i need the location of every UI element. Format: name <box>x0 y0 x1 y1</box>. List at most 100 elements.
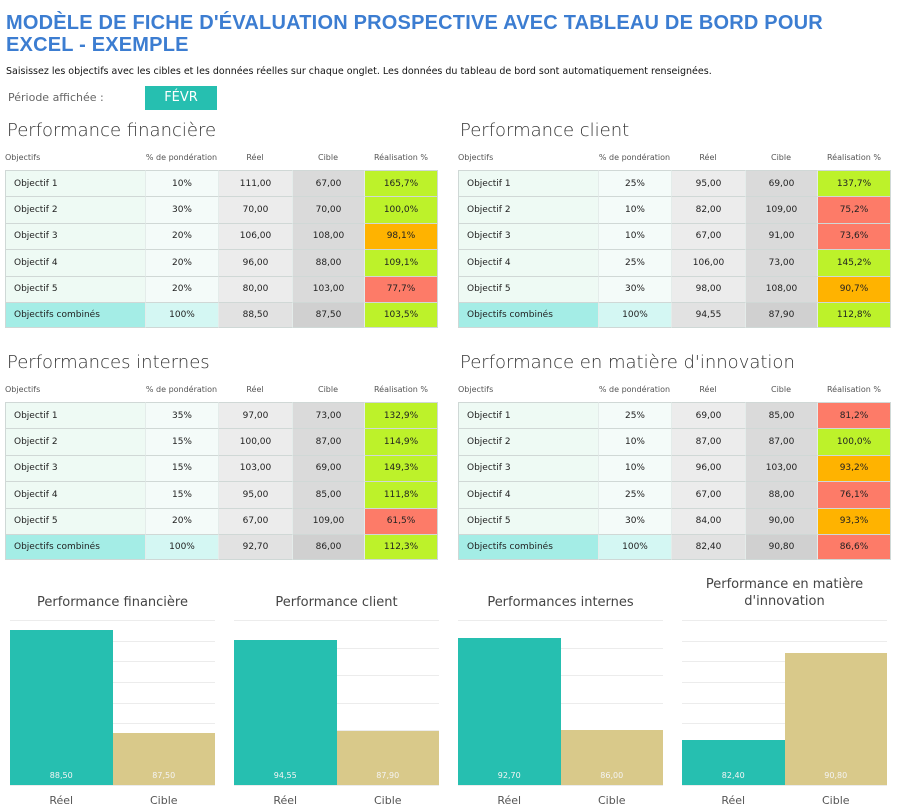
table-cell: 15% <box>145 481 218 508</box>
table-cell: 69,00 <box>292 454 364 482</box>
table-cell: 165,7% <box>364 170 438 197</box>
row-label: Objectif 3 <box>5 454 145 482</box>
value-label: 86,00 <box>600 771 624 780</box>
grid-line <box>458 647 663 649</box>
grid-line <box>234 620 439 621</box>
value-label: 87,50 <box>152 771 176 780</box>
table-title: Performance en matière d'innovation <box>460 352 795 373</box>
table-cell: 86,6% <box>817 534 891 561</box>
table-cell: 100% <box>598 534 671 561</box>
table: Performance client Objectifs % de pondérat… <box>458 120 893 330</box>
row-label: Objectif 4 <box>5 481 145 508</box>
bar <box>784 653 887 785</box>
value-label: 94,55 <box>273 771 297 780</box>
row-label: Objectif 3 <box>458 454 598 482</box>
chart-title: Performance client <box>275 595 398 610</box>
table-cell: 82,40 <box>671 534 745 561</box>
table-cell: 90,7% <box>817 275 891 302</box>
table-cell: 112,8% <box>817 302 891 329</box>
table-cell: 95,00 <box>671 170 745 197</box>
table-cell: 10% <box>145 170 218 197</box>
grid-line <box>458 785 663 786</box>
table-cell: 35% <box>145 402 218 429</box>
table-cell: 87,00 <box>292 428 364 455</box>
grid-line <box>458 675 663 676</box>
row-label: Objectif 1 <box>458 402 598 429</box>
column-header: Cible <box>317 384 339 394</box>
table-cell: 103,00 <box>218 454 292 482</box>
table-cell: 103,5% <box>364 302 438 329</box>
table-cell: 73,00 <box>292 402 364 429</box>
column-header: % de pondération <box>598 152 671 162</box>
column-header: Cible <box>317 152 339 162</box>
row-label: Objectif 2 <box>5 428 145 455</box>
column-header: Réel <box>699 152 717 162</box>
table-cell: 100% <box>145 534 218 561</box>
table-cell: 114,9% <box>364 428 438 455</box>
table-cell: 93,2% <box>817 454 891 482</box>
table-cell: 10% <box>598 454 671 482</box>
table-cell: 25% <box>598 249 671 276</box>
column-header: Objectifs <box>458 384 494 394</box>
column-header: Réalisation % <box>826 152 881 162</box>
table-cell: 100,00 <box>218 428 292 455</box>
table-cell: 75,2% <box>817 196 891 223</box>
bar <box>682 739 785 785</box>
x-tick-label: Cible <box>149 794 178 807</box>
grid-line <box>234 785 439 786</box>
column-header: Objectifs <box>458 152 494 162</box>
table-cell: 137,7% <box>817 170 891 197</box>
grid-line <box>234 702 439 704</box>
table-cell: 149,3% <box>364 454 438 482</box>
table-cell: 77,7% <box>364 275 438 302</box>
row-label: Objectifs combinés <box>5 302 145 329</box>
column-header: Objectifs <box>5 152 41 162</box>
column-header: Réel <box>246 384 264 394</box>
row-label: Objectif 4 <box>5 249 145 276</box>
chart: Performance client 94,55 Réel 87,90 Cible <box>234 595 439 807</box>
grid-line <box>10 723 215 725</box>
bar <box>336 731 439 785</box>
bar <box>112 733 215 785</box>
table-cell: 88,50 <box>218 302 292 329</box>
x-tick-label: Réel <box>497 794 522 807</box>
period-value[interactable]: FÉVR <box>145 86 217 110</box>
chart-title: Performances internes <box>487 595 634 610</box>
table-cell: 69,00 <box>745 170 817 197</box>
value-label: 82,40 <box>721 771 745 780</box>
table-cell: 96,00 <box>218 249 292 276</box>
table-cell: 111,8% <box>364 481 438 508</box>
x-tick-label: Cible <box>821 794 850 807</box>
row-label: Objectif 1 <box>5 402 145 429</box>
row-label: Objectif 3 <box>458 222 598 250</box>
table-cell: 95,00 <box>218 481 292 508</box>
column-header: % de pondération <box>598 384 671 394</box>
row-label: Objectif 5 <box>5 275 145 302</box>
grid-line <box>234 675 439 676</box>
table-cell: 90,00 <box>745 507 817 534</box>
table-cell: 112,3% <box>364 534 438 561</box>
table-cell: 67,00 <box>671 481 745 508</box>
table-cell: 30% <box>598 507 671 534</box>
table-cell: 109,00 <box>292 507 364 534</box>
chart: Performances internes 92,70 Réel 86,00 Cible <box>458 595 663 807</box>
table-cell: 67,00 <box>292 170 364 197</box>
period-label: Période affichée : <box>8 91 104 104</box>
page-title: MODÈLE DE FICHE D'ÉVALUATION PROSPECTIVE… <box>6 12 823 56</box>
row-label: Objectif 3 <box>5 222 145 250</box>
table-cell: 70,00 <box>292 196 364 223</box>
grid-line <box>10 620 215 621</box>
grid-line <box>10 785 215 786</box>
table-cell: 103,00 <box>745 454 817 482</box>
row-label: Objectif 2 <box>458 196 598 223</box>
table-cell: 111,00 <box>218 170 292 197</box>
column-header: Réalisation % <box>373 152 428 162</box>
table-cell: 20% <box>145 222 218 250</box>
column-header: Objectifs <box>5 384 41 394</box>
table-cell: 61,5% <box>364 507 438 534</box>
table-cell: 25% <box>598 481 671 508</box>
table-cell: 92,70 <box>218 534 292 561</box>
table-cell: 91,00 <box>745 222 817 250</box>
table-cell: 88,00 <box>745 481 817 508</box>
x-tick-label: Réel <box>49 794 74 807</box>
